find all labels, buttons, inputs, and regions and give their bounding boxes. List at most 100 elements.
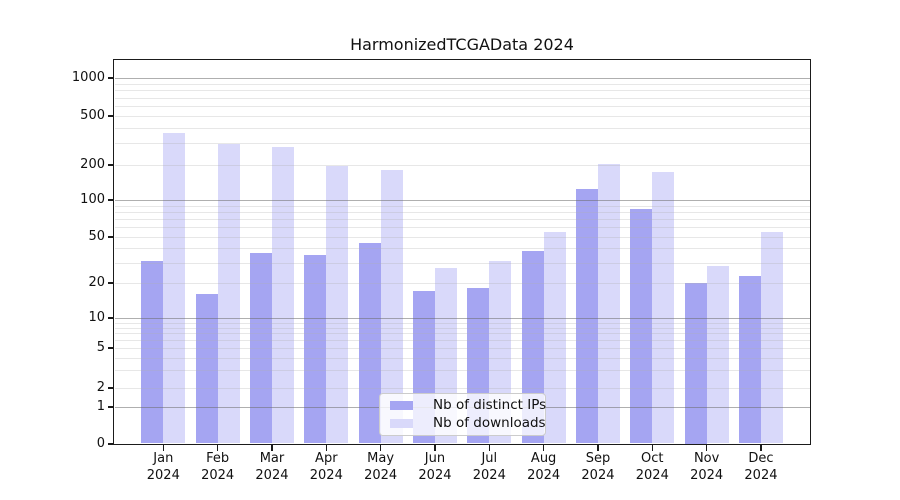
bar-jan-nb-of-downloads xyxy=(163,133,186,444)
x-tick-mark-oct xyxy=(651,444,654,451)
bar-jan-nb-of-distinct-ips xyxy=(141,260,164,444)
gridline-minor-2 xyxy=(114,388,810,389)
bar-sep-nb-of-distinct-ips xyxy=(575,189,598,444)
y-tick-label-1000: 1000 xyxy=(71,70,105,85)
bar-oct-nb-of-downloads xyxy=(652,172,675,444)
gridline-minor-8 xyxy=(114,327,810,329)
x-tick-mark-may xyxy=(379,444,382,451)
bar-dec-nb-of-downloads xyxy=(760,231,783,444)
gridline-minor-4 xyxy=(114,357,810,359)
x-tick-mark-dec xyxy=(760,444,762,451)
bar-nov-nb-of-downloads xyxy=(706,266,729,444)
bar-mar-nb-of-downloads xyxy=(271,146,294,444)
gridline-minor-40 xyxy=(114,248,810,250)
gridline-major-1000 xyxy=(114,78,810,79)
x-tick-mark-jul xyxy=(488,444,491,451)
bar-nov-nb-of-distinct-ips xyxy=(684,283,707,444)
x-tick-mark-mar xyxy=(271,444,273,451)
bar-apr-nb-of-distinct-ips xyxy=(304,254,327,444)
chart-title: HarmonizedTCGAData 2024 xyxy=(350,35,574,54)
x-tick-label-jul: Jul 2024 xyxy=(472,451,506,483)
y-tick-label-50: 50 xyxy=(88,229,105,244)
y-tick-label-500: 500 xyxy=(80,108,105,123)
y-tick-mark-5 xyxy=(107,347,114,349)
y-tick-mark-100 xyxy=(107,199,114,201)
x-tick-label-feb: Feb 2024 xyxy=(201,451,235,483)
bar-may-nb-of-downloads xyxy=(380,170,403,444)
gridline-minor-900 xyxy=(114,83,810,85)
x-tick-mark-feb xyxy=(216,444,219,451)
x-tick-label-aug: Aug 2024 xyxy=(527,451,561,483)
legend-swatch-downloads xyxy=(390,418,413,429)
y-tick-mark-0 xyxy=(107,443,114,445)
gridline-minor-70 xyxy=(114,219,810,221)
bar-oct-nb-of-distinct-ips xyxy=(630,209,653,444)
y-tick-label-100: 100 xyxy=(80,192,105,207)
y-tick-mark-2 xyxy=(107,387,114,389)
x-tick-label-nov: Nov 2024 xyxy=(690,451,724,483)
gridline-minor-600 xyxy=(114,106,810,107)
x-tick-label-jan: Jan 2024 xyxy=(146,451,180,483)
gridline-minor-80 xyxy=(114,211,810,213)
legend-item-downloads: Nb of downloads xyxy=(387,416,546,431)
y-tick-label-10: 10 xyxy=(88,310,105,325)
bar-sep-nb-of-downloads xyxy=(597,164,620,444)
y-tick-mark-200 xyxy=(107,164,114,166)
x-tick-mark-aug xyxy=(542,444,545,451)
gridline-minor-500 xyxy=(114,116,810,117)
gridline-minor-7 xyxy=(114,333,810,335)
y-tick-label-0: 0 xyxy=(96,436,105,451)
y-tick-mark-20 xyxy=(107,282,114,284)
gridline-minor-5 xyxy=(114,348,810,349)
x-tick-mark-nov xyxy=(705,444,708,451)
gridline-minor-30 xyxy=(114,262,810,264)
bar-aug-nb-of-downloads xyxy=(543,231,566,444)
gridline-minor-90 xyxy=(114,205,810,207)
y-tick-mark-50 xyxy=(107,236,114,238)
y-tick-label-200: 200 xyxy=(80,157,105,172)
x-tick-label-oct: Oct 2024 xyxy=(635,451,669,483)
gridline-minor-300 xyxy=(114,143,810,145)
x-tick-label-jun: Jun 2024 xyxy=(418,451,452,483)
gridline-minor-3 xyxy=(114,370,810,372)
x-tick-mark-apr xyxy=(325,444,328,451)
legend: Nb of distinct IPs Nb of downloads xyxy=(379,393,546,436)
y-tick-mark-1000 xyxy=(107,77,114,79)
legend-item-distinct-ips: Nb of distinct IPs xyxy=(387,398,546,413)
y-tick-label-20: 20 xyxy=(88,275,105,290)
x-tick-label-apr: Apr 2024 xyxy=(309,451,343,483)
bar-feb-nb-of-downloads xyxy=(217,144,240,444)
y-tick-mark-500 xyxy=(107,115,114,117)
gridline-major-10 xyxy=(114,318,810,319)
x-tick-mark-jan xyxy=(162,444,165,451)
x-tick-mark-sep xyxy=(597,444,599,451)
x-tick-mark-jun xyxy=(434,444,436,451)
legend-swatch-distinct-ips xyxy=(390,400,413,411)
gridline-minor-9 xyxy=(114,322,810,324)
y-tick-label-2: 2 xyxy=(96,380,105,395)
legend-label-downloads: Nb of downloads xyxy=(433,415,546,431)
x-tick-label-may: May 2024 xyxy=(364,451,398,483)
x-tick-label-sep: Sep 2024 xyxy=(581,451,615,483)
y-tick-label-5: 5 xyxy=(96,340,105,355)
y-tick-mark-10 xyxy=(107,317,114,319)
legend-label-distinct-ips: Nb of distinct IPs xyxy=(433,397,547,413)
y-tick-mark-1 xyxy=(107,406,114,408)
bar-feb-nb-of-distinct-ips xyxy=(195,294,218,444)
gridline-minor-50 xyxy=(114,237,810,238)
bar-may-nb-of-distinct-ips xyxy=(358,243,381,444)
y-tick-label-1: 1 xyxy=(96,399,105,414)
bar-dec-nb-of-distinct-ips xyxy=(738,275,761,444)
gridline-minor-200 xyxy=(114,165,810,166)
gridline-major-100 xyxy=(114,200,810,201)
gridline-minor-6 xyxy=(114,340,810,342)
gridline-minor-20 xyxy=(114,283,810,284)
gridline-minor-400 xyxy=(114,127,810,129)
x-tick-label-mar: Mar 2024 xyxy=(255,451,289,483)
gridline-minor-700 xyxy=(114,97,810,99)
gridline-minor-60 xyxy=(114,227,810,229)
bar-mar-nb-of-distinct-ips xyxy=(249,253,272,444)
gridline-minor-800 xyxy=(114,90,810,92)
x-tick-label-dec: Dec 2024 xyxy=(744,451,778,483)
